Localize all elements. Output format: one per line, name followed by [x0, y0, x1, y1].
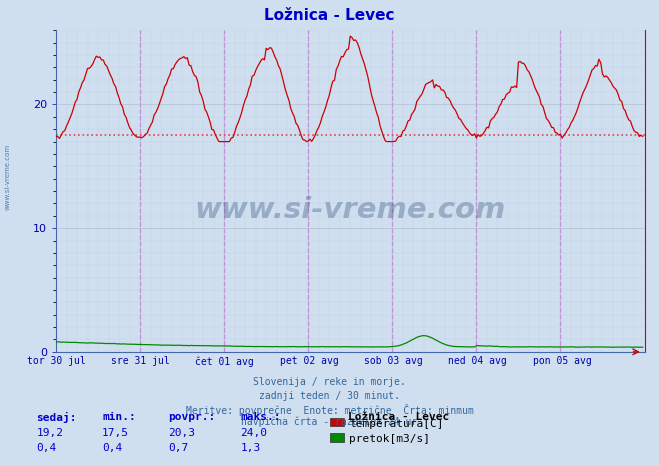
Text: min.:: min.:	[102, 412, 136, 422]
Text: Ložnica - Levec: Ložnica - Levec	[348, 412, 449, 422]
Text: sob 03 avg: sob 03 avg	[364, 356, 422, 366]
Text: 17,5: 17,5	[102, 428, 129, 438]
Text: Slovenija / reke in morje.: Slovenija / reke in morje.	[253, 377, 406, 387]
Text: 0,4: 0,4	[36, 443, 57, 453]
Text: Ložnica - Levec: Ložnica - Levec	[264, 8, 395, 23]
Text: 0,4: 0,4	[102, 443, 123, 453]
Text: pon 05 avg: pon 05 avg	[532, 356, 591, 366]
Text: sedaj:: sedaj:	[36, 412, 76, 424]
Text: Meritve: povprečne  Enote: metrične  Črta: minmum: Meritve: povprečne Enote: metrične Črta:…	[186, 404, 473, 416]
Text: ned 04 avg: ned 04 avg	[448, 356, 507, 366]
Text: 24,0: 24,0	[241, 428, 268, 438]
Text: pretok[m3/s]: pretok[m3/s]	[349, 434, 430, 445]
Text: navpična črta - razdelek 24 ur: navpična črta - razdelek 24 ur	[241, 417, 418, 427]
Text: 1,3: 1,3	[241, 443, 261, 453]
Text: www.si-vreme.com: www.si-vreme.com	[194, 196, 506, 224]
Text: www.si-vreme.com: www.si-vreme.com	[5, 144, 11, 210]
Text: povpr.:: povpr.:	[168, 412, 215, 422]
Text: 19,2: 19,2	[36, 428, 63, 438]
Text: 0,7: 0,7	[168, 443, 188, 453]
Text: zadnji teden / 30 minut.: zadnji teden / 30 minut.	[259, 391, 400, 400]
Text: tor 30 jul: tor 30 jul	[26, 356, 86, 366]
Text: pet 02 avg: pet 02 avg	[279, 356, 338, 366]
Text: 20,3: 20,3	[168, 428, 195, 438]
Text: maks.:: maks.:	[241, 412, 281, 422]
Text: sre 31 jul: sre 31 jul	[111, 356, 170, 366]
Text: čet 01 avg: čet 01 avg	[195, 356, 254, 367]
Text: temperatura[C]: temperatura[C]	[349, 419, 444, 429]
